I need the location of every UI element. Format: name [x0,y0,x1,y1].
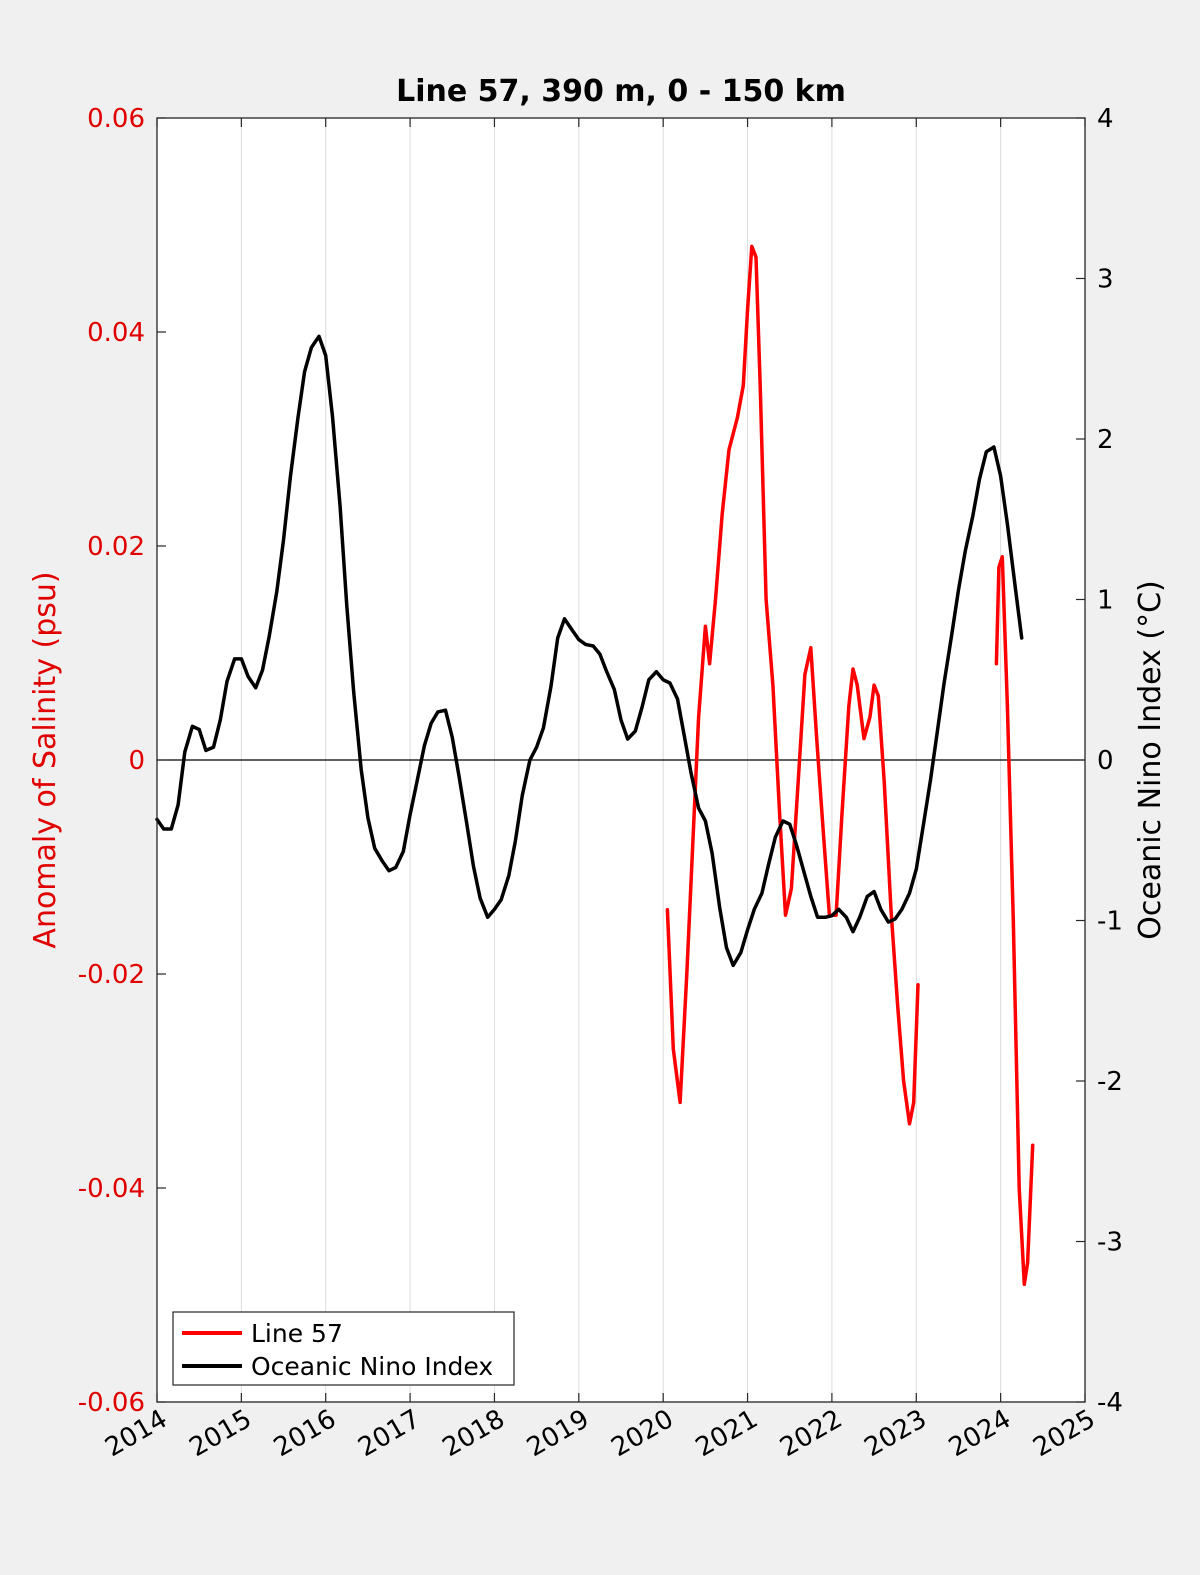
y-left-tick-label: 0 [128,746,145,776]
y-axis-left-label: Anomaly of Salinity (psu) [28,571,63,948]
y-left-tick-label: 0.04 [87,318,145,348]
series-line-line-57-segment-1 [994,554,1035,1287]
y-right-tick-label: 1 [1097,586,1114,616]
legend-label-oni: Oceanic Nino Index [251,1352,493,1381]
y-left-tick-label: -0.06 [78,1388,145,1418]
y-axis-right-label: Oceanic Nino Index (°C) [1133,580,1168,940]
y-right-tick-label: -1 [1097,907,1123,937]
chart-title: Line 57, 390 m, 0 - 150 km [396,74,846,109]
legend-label-line-57: Line 57 [251,1319,343,1348]
y-right-tick-label: -3 [1097,1228,1123,1258]
y-left-tick-label: -0.02 [78,960,145,990]
y-right-tick-label: 3 [1097,265,1114,295]
y-right-tick-label: 0 [1097,746,1114,776]
legend-box [172,1311,515,1386]
series-layer [155,244,1035,1287]
y-right-tick-label: -4 [1097,1388,1123,1418]
y-left-tick-label: 0.02 [87,532,145,562]
legend: Line 57 Oceanic Nino Index [172,1311,515,1386]
y-right-tick-label: 4 [1097,104,1114,134]
y-left-tick-label: -0.04 [78,1174,145,1204]
series-line-oceanic-nino-index-segment-0 [155,334,1024,968]
y-right-tick-label: 2 [1097,425,1114,455]
y-right-tick-label: -2 [1097,1067,1123,1097]
y-left-tick-label: 0.06 [87,104,145,134]
